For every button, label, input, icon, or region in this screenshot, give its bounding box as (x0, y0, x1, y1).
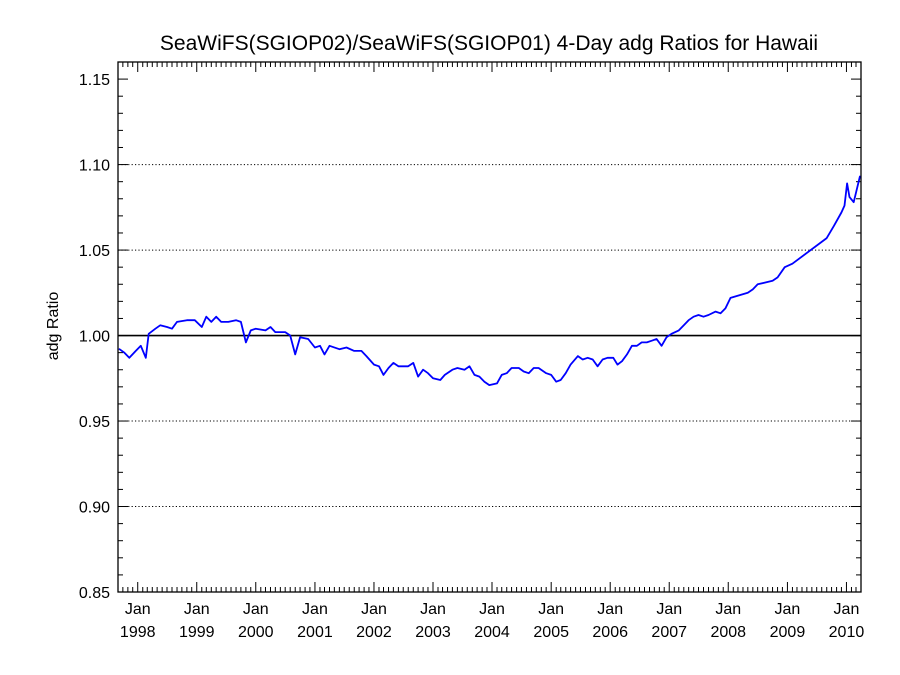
x-tick-label-year: 1998 (120, 624, 156, 641)
y-tick-label: 1.10 (79, 158, 110, 175)
x-tick-label-month: Jan (715, 601, 741, 618)
x-tick-label-year: 2005 (533, 624, 569, 641)
x-tick-label-month: Jan (243, 601, 269, 618)
x-tick-label-year: 2001 (297, 624, 333, 641)
x-tick-label-month: Jan (184, 601, 210, 618)
x-tick-label-month: Jan (834, 601, 860, 618)
x-tick-label-year: 2007 (651, 624, 687, 641)
x-tick-label-year: 2008 (710, 624, 746, 641)
chart-title: SeaWiFS(SGIOP02)/SeaWiFS(SGIOP01) 4-Day … (160, 32, 818, 55)
y-tick-label: 0.95 (79, 414, 110, 431)
x-tick-labels: Jan 1998 Jan 1999 Jan 2000 Jan 2001 Jan 2002 Jan 20… (120, 601, 864, 641)
axis-ticks (117, 61, 862, 593)
y-tick-label: 0.90 (79, 500, 110, 517)
x-tick-label-year: 2000 (238, 624, 274, 641)
x-tick-label-year: 2010 (829, 624, 865, 641)
x-tick-label-month: Jan (775, 601, 801, 618)
x-tick-label-month: Jan (538, 601, 564, 618)
y-tick-label: 1.05 (79, 243, 110, 260)
x-tick-label-month: Jan (302, 601, 328, 618)
x-tick-label-month: Jan (125, 601, 151, 618)
series-layer (118, 175, 861, 387)
x-tick-label-month: Jan (597, 601, 623, 618)
y-tick-label: 0.85 (79, 585, 110, 602)
x-tick-label-year: 2009 (770, 624, 806, 641)
x-tick-label-year: 2004 (474, 624, 510, 641)
y-tick-label: 1.00 (79, 329, 110, 346)
x-tick-label-year: 2002 (356, 624, 392, 641)
x-tick-label-month: Jan (361, 601, 387, 618)
x-tick-label-year: 2006 (592, 624, 628, 641)
y-tick-labels: 0.85 0.90 0.95 1.00 1.05 1.10 1.15 (79, 72, 110, 602)
plot-frame (117, 61, 862, 593)
x-tick-label-month: Jan (420, 601, 446, 618)
x-tick-label-month: Jan (479, 601, 505, 618)
series-line-0 (118, 175, 861, 387)
y-tick-label: 1.15 (79, 72, 110, 89)
x-tick-label-year: 1999 (179, 624, 215, 641)
x-tick-label-month: Jan (656, 601, 682, 618)
grid-lines (118, 164, 861, 508)
x-tick-label-year: 2003 (415, 624, 451, 641)
y-axis-label: adg Ratio (45, 292, 62, 361)
